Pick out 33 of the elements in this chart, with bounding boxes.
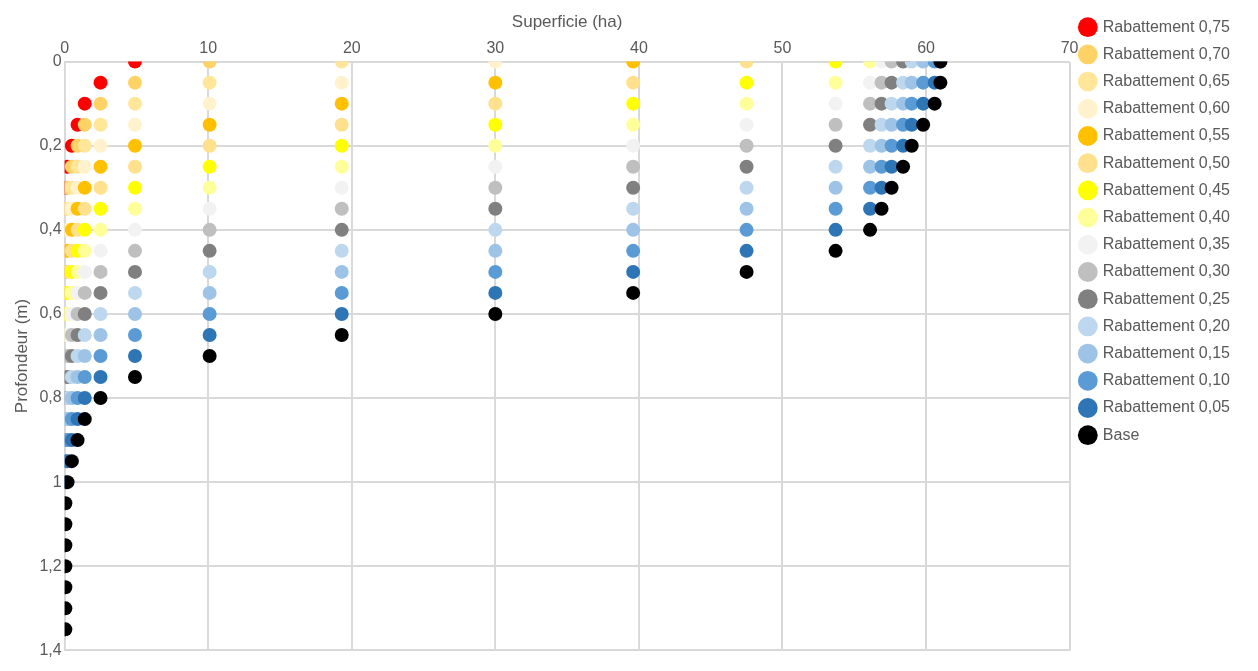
y-tick-label: 0,8 [39, 388, 62, 406]
legend-label: Rabattement 0,35 [1102, 235, 1231, 253]
x-tick-label: 50 [773, 39, 792, 57]
legend-label: Rabattement 0,25 [1102, 289, 1231, 307]
x-tick-label: 70 [1060, 39, 1079, 57]
x-tick-label: 40 [630, 39, 648, 57]
legend-label: Rabattement 0,15 [1102, 344, 1231, 362]
y-tick-label: 1,4 [39, 640, 62, 658]
legend-label: Rabattement 0,55 [1102, 126, 1231, 144]
legend-label: Rabattement 0,75 [1102, 17, 1231, 35]
legend-label: Rabattement 0,10 [1102, 371, 1231, 389]
legend-label: Rabattement 0,40 [1102, 208, 1231, 226]
legend-label: Rabattement 0,50 [1102, 153, 1231, 171]
legend-label: Rabattement 0,70 [1102, 44, 1231, 62]
legend-label: Rabattement 0,60 [1102, 99, 1231, 117]
y-axis-title: Profondeur (m) [11, 298, 31, 414]
legend-label: Rabattement 0,65 [1102, 72, 1231, 90]
legend-label: Rabattement 0,30 [1102, 262, 1231, 280]
y-tick-label: 0,6 [39, 304, 62, 322]
x-tick-label: 20 [342, 39, 361, 57]
legend-label: Base [1102, 425, 1140, 443]
y-tick-label: 1 [52, 472, 62, 490]
x-tick-label: 10 [199, 39, 218, 57]
y-tick-label: 0,2 [39, 136, 62, 154]
x-axis-title: Superficie (ha) [511, 11, 623, 31]
legend-label: Rabattement 0,05 [1102, 398, 1231, 416]
y-tick-label: 1,2 [39, 556, 62, 574]
y-tick-label: 0,4 [39, 220, 62, 238]
y-tick-label: 0 [52, 52, 62, 70]
x-tick-label: 30 [486, 39, 505, 57]
legend-label: Rabattement 0,20 [1102, 316, 1231, 334]
legend-label: Rabattement 0,45 [1102, 180, 1231, 198]
x-tick-label: 60 [917, 39, 936, 57]
